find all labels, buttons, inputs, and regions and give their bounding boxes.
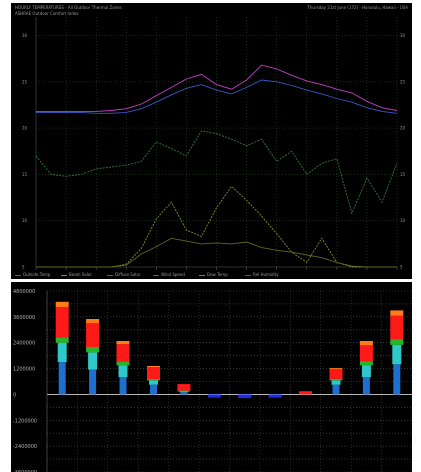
y-tick-label-right: 15 [400, 172, 406, 177]
legend-swatch [153, 274, 159, 276]
bar-segment-bar_orange [86, 319, 100, 324]
bar-segment-bar_cyan [179, 391, 189, 393]
legend-label: Beam Solar [69, 272, 93, 277]
y-tick-label: 4800000 [13, 289, 35, 295]
legend-swatch [245, 274, 251, 276]
series-line-blue [36, 79, 398, 114]
bar-segment-bar_green [55, 337, 69, 343]
legend-swatch [199, 274, 205, 276]
bar-segment-bar_green [86, 347, 100, 353]
bar-segment-bar_green [147, 378, 160, 381]
y-tick-label: -2400000 [13, 444, 37, 450]
y-tick-label-left: 25 [22, 79, 28, 84]
y-tick-label-right: 10 [400, 218, 406, 223]
bar-segment-bar_cyan [392, 344, 402, 365]
bar-segment-bar_orange [116, 341, 130, 345]
line-chart: 30 30 25 25 20 20 15 15 10 10 5 5 [22, 17, 406, 270]
bar-segment-bar_neg [238, 394, 252, 399]
bar-segment-bar_red [177, 384, 191, 391]
legend-item: Beam Solar [61, 272, 92, 277]
monthly-load-panel: 4800000 3600000 2400000 1200000 0 -1200000 -24… [11, 282, 412, 472]
legend-label: Outside Temp [23, 272, 51, 277]
chart-subtitle: ASHRAE Outdoor Comfort Index [15, 11, 79, 16]
hourly-temperature-panel: HOURLY TEMPERATURES - All Outdoor Therma… [11, 3, 412, 279]
bar-segment-bar_orange [390, 310, 404, 316]
y-tick-label-right: 20 [400, 126, 406, 131]
legend-label: Diffuse Solar [115, 272, 141, 277]
bar-segment-bar_blue [58, 362, 66, 395]
y-tick-label: 1200000 [13, 367, 35, 373]
bar-segment-bar_red [390, 315, 404, 340]
bar-segment-bar_blue [332, 384, 340, 395]
y-tick-label-left: 30 [22, 33, 28, 38]
bar-segment-bar_green [359, 361, 373, 366]
bar-segment-bar_red [299, 391, 312, 395]
legend-label: Wind Speed [161, 272, 185, 277]
bar-segment-bar_orange [359, 341, 373, 346]
bar-segment-bar_cyan [331, 380, 341, 385]
y-tick-label: 2400000 [13, 341, 35, 347]
bar-segment-bar_blue [89, 369, 97, 395]
bar-segment-bar_orange [55, 301, 69, 308]
series-line-green [35, 130, 398, 215]
bar-segment-bar_red [86, 323, 100, 347]
legend-swatch [15, 274, 21, 276]
bar-segment-bar_green [390, 339, 404, 345]
bar-segment-bar_neg [207, 394, 221, 398]
bar-segment-bar_green [177, 390, 191, 392]
bar-segment-bar_orange [147, 366, 160, 368]
bar-segment-bar_green [329, 378, 343, 381]
legend-item: Diffuse Solar [107, 272, 141, 277]
series-line-purple [36, 64, 398, 112]
bar-segment-bar_red [359, 345, 373, 362]
legend-item: Outside Temp [15, 272, 50, 277]
bar-segment-bar_blue [180, 392, 188, 395]
bar-segment-bar_cyan [361, 365, 371, 378]
bar-segment-bar_neg [268, 394, 282, 398]
y-tick-label-right: 25 [400, 79, 406, 84]
bar-segment-bar_green [116, 361, 130, 366]
chart-datetime: Thursday 21st June (172) - Honolulu, Haw… [307, 5, 408, 10]
y-tick-label-left: 10 [22, 218, 28, 223]
y-tick-label-left: 15 [22, 172, 28, 177]
bar-segment-bar_cyan [118, 365, 128, 378]
bar-segment-bar_blue [393, 364, 401, 395]
legend-swatch [61, 274, 67, 276]
y-tick-label-right: 5 [400, 265, 403, 270]
legend-label: Rel Humidity [253, 272, 279, 277]
bar-segment-bar_blue [362, 377, 370, 395]
bar-segment-bar_red [147, 367, 160, 379]
y-tick-label: 0 [13, 392, 16, 398]
legend-item: Dew Temp [199, 272, 228, 277]
y-tick-label: -1200000 [13, 418, 37, 424]
bar-segment-bar_blue [119, 377, 127, 395]
y-tick-label: -3600000 [13, 470, 37, 472]
bar-segment-bar_cyan [57, 342, 67, 363]
bar-segment-bar_blue [150, 384, 157, 395]
y-tick-label-left: 20 [22, 126, 28, 131]
series-line-olive [36, 237, 397, 268]
y-tick-label-right: 30 [400, 33, 406, 38]
legend-swatch [107, 274, 113, 276]
legend-item: Wind Speed [153, 272, 185, 277]
chart-title: HOURLY TEMPERATURES - All Outdoor Therma… [15, 5, 122, 10]
legend-label: Dew Temp [207, 272, 228, 277]
y-tick-label-left: 5 [22, 265, 25, 270]
bar-segment-bar_red [116, 344, 130, 362]
bar-segment-bar_red [329, 369, 343, 379]
legend-item: Rel Humidity [245, 272, 279, 277]
bar-segment-bar_red [55, 307, 69, 338]
bar-chart: 4800000 3600000 2400000 1200000 0 -1200000 -24… [13, 289, 412, 472]
bar-segment-bar_orange [329, 368, 343, 370]
bar-segment-bar_cyan [88, 352, 98, 370]
y-tick-label: 3600000 [13, 315, 35, 321]
bar-segment-bar_cyan [149, 380, 158, 385]
